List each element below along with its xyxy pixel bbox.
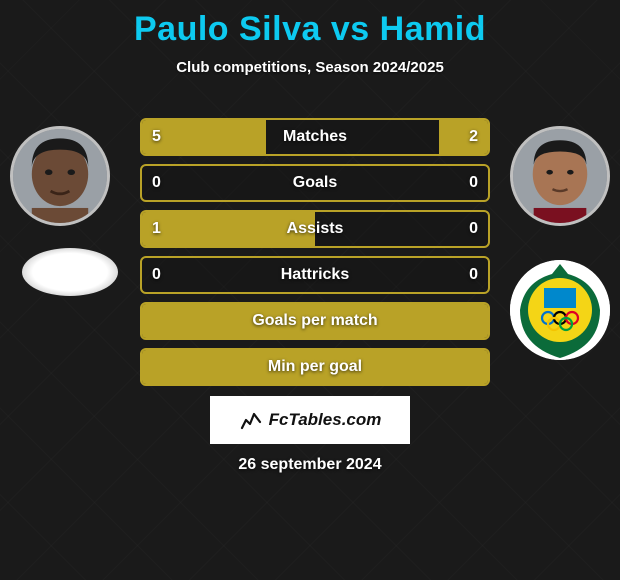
club-left-logo bbox=[22, 248, 118, 296]
page-title: Paulo Silva vs Hamid bbox=[0, 0, 620, 49]
stat-label: Min per goal bbox=[142, 350, 488, 384]
stat-row: 00Goals bbox=[140, 164, 490, 202]
fctables-badge[interactable]: FcTables.com bbox=[210, 396, 410, 444]
stat-row: Goals per match bbox=[140, 302, 490, 340]
subtitle: Club competitions, Season 2024/2025 bbox=[0, 59, 620, 76]
stat-label: Goals per match bbox=[142, 304, 488, 338]
player-left-face-icon bbox=[13, 129, 107, 223]
stat-bars-container: 52Matches 00Goals 10Assists 00Hattricks Goal… bbox=[140, 118, 490, 394]
stat-row: Min per goal bbox=[140, 348, 490, 386]
club-right-crest-icon bbox=[510, 260, 610, 360]
stat-label: Assists bbox=[142, 212, 488, 246]
club-right-logo bbox=[510, 260, 610, 360]
stat-label: Goals bbox=[142, 166, 488, 200]
stat-label: Matches bbox=[142, 120, 488, 154]
player-left-avatar bbox=[10, 126, 110, 226]
stat-row: 10Assists bbox=[140, 210, 490, 248]
fctables-label: FcTables.com bbox=[269, 410, 382, 430]
player-right-face-icon bbox=[513, 129, 607, 223]
stat-row: 00Hattricks bbox=[140, 256, 490, 294]
date-label: 26 september 2024 bbox=[0, 456, 620, 474]
fctables-logo-icon bbox=[239, 408, 263, 432]
player-right-avatar bbox=[510, 126, 610, 226]
stat-row: 52Matches bbox=[140, 118, 490, 156]
stat-label: Hattricks bbox=[142, 258, 488, 292]
